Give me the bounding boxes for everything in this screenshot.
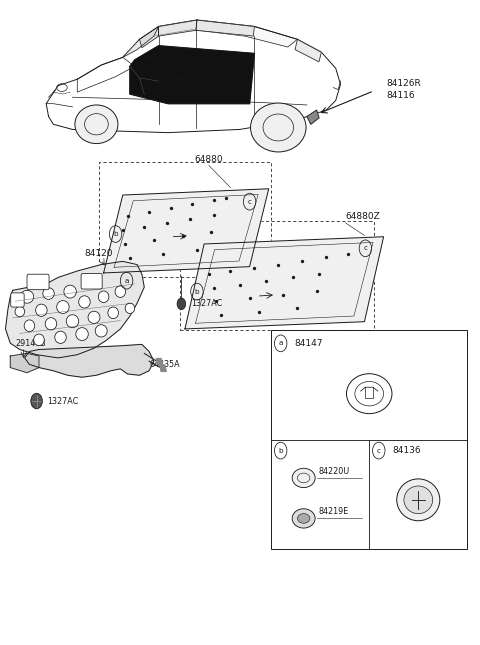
- Ellipse shape: [36, 304, 47, 317]
- Text: a: a: [278, 341, 283, 346]
- Text: 29140B: 29140B: [15, 339, 46, 348]
- Ellipse shape: [95, 324, 107, 337]
- Ellipse shape: [57, 301, 69, 313]
- Text: c: c: [377, 448, 381, 453]
- Text: c: c: [248, 199, 252, 204]
- Ellipse shape: [34, 334, 44, 346]
- Ellipse shape: [88, 312, 100, 323]
- Text: 64880Z: 64880Z: [345, 212, 380, 221]
- Text: 1327AC: 1327AC: [47, 397, 78, 406]
- FancyBboxPatch shape: [81, 273, 102, 289]
- Polygon shape: [295, 39, 322, 62]
- Ellipse shape: [98, 291, 109, 303]
- Polygon shape: [160, 365, 166, 372]
- Text: 84120: 84120: [84, 249, 113, 258]
- Polygon shape: [154, 20, 298, 47]
- Ellipse shape: [66, 315, 79, 328]
- Ellipse shape: [115, 286, 126, 297]
- Text: a: a: [124, 277, 129, 284]
- Ellipse shape: [292, 468, 315, 488]
- Ellipse shape: [397, 479, 440, 521]
- Ellipse shape: [251, 103, 306, 152]
- Polygon shape: [5, 261, 144, 358]
- Text: 84219E: 84219E: [319, 508, 349, 517]
- Polygon shape: [140, 26, 158, 48]
- Text: c: c: [363, 245, 367, 252]
- Polygon shape: [196, 20, 254, 36]
- Text: b: b: [194, 288, 199, 295]
- Polygon shape: [24, 344, 154, 377]
- Ellipse shape: [292, 509, 315, 528]
- Circle shape: [177, 298, 186, 310]
- Ellipse shape: [45, 318, 57, 330]
- Text: 64335A: 64335A: [149, 360, 180, 369]
- Polygon shape: [307, 110, 319, 124]
- Polygon shape: [130, 46, 254, 104]
- Circle shape: [31, 393, 42, 409]
- Ellipse shape: [55, 331, 66, 343]
- Ellipse shape: [15, 306, 24, 317]
- Ellipse shape: [108, 307, 119, 319]
- Ellipse shape: [43, 288, 54, 299]
- Ellipse shape: [125, 303, 135, 313]
- Text: 1327AC: 1327AC: [191, 299, 222, 308]
- Text: b: b: [278, 448, 283, 453]
- Polygon shape: [185, 237, 384, 329]
- Ellipse shape: [20, 290, 34, 303]
- Polygon shape: [158, 20, 197, 36]
- Text: 84136: 84136: [392, 446, 421, 455]
- Ellipse shape: [64, 285, 76, 298]
- Text: 84147: 84147: [294, 339, 323, 348]
- FancyBboxPatch shape: [11, 293, 24, 307]
- Bar: [271, 330, 468, 549]
- Text: 64880: 64880: [194, 155, 223, 164]
- Polygon shape: [123, 26, 158, 57]
- Ellipse shape: [76, 328, 88, 341]
- Ellipse shape: [79, 296, 90, 308]
- Ellipse shape: [24, 320, 35, 332]
- Text: 84116: 84116: [386, 92, 415, 101]
- FancyBboxPatch shape: [27, 274, 49, 290]
- Ellipse shape: [404, 486, 432, 513]
- Text: 84220U: 84220U: [319, 467, 350, 476]
- Ellipse shape: [75, 105, 118, 144]
- Polygon shape: [156, 359, 162, 365]
- Polygon shape: [10, 353, 39, 373]
- Text: 84126R: 84126R: [386, 79, 421, 88]
- Polygon shape: [104, 189, 269, 273]
- Ellipse shape: [298, 513, 310, 523]
- Text: b: b: [113, 231, 118, 237]
